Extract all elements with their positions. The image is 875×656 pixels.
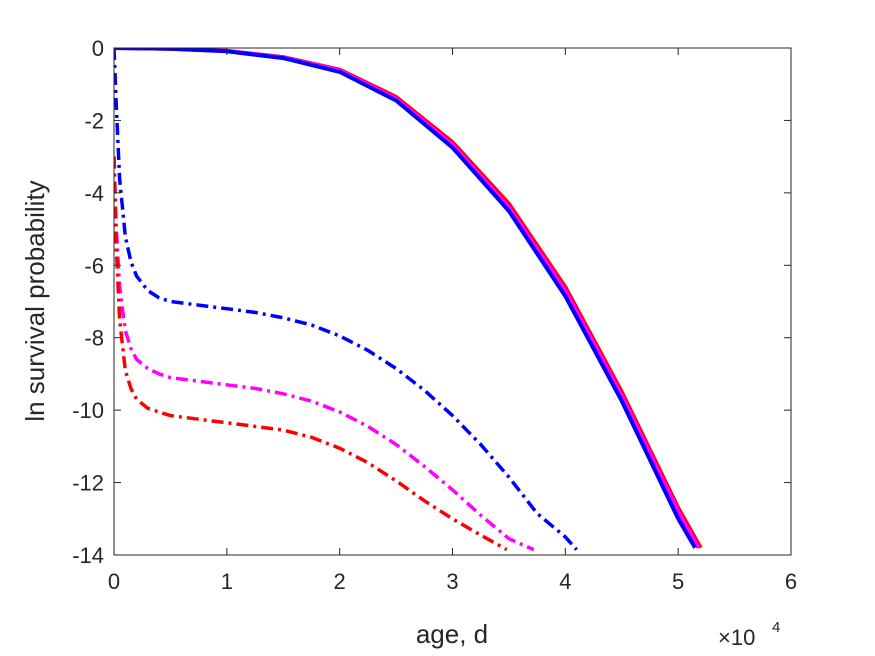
y-tick-label: 0 xyxy=(92,36,104,61)
series-line-5 xyxy=(114,156,535,552)
y-tick-label: -10 xyxy=(72,398,104,423)
x-tick-label: 0 xyxy=(108,569,120,594)
series-line-6 xyxy=(114,156,508,552)
series-line-4 xyxy=(114,48,578,551)
x-tick-label: 3 xyxy=(446,569,458,594)
x-exponent-power: 4 xyxy=(772,619,780,636)
x-tick-label: 1 xyxy=(221,569,233,594)
y-tick-label: -14 xyxy=(72,543,104,568)
y-axis-ticks: 0 -2 -4 -6 -8 -10 -12 -14 xyxy=(72,36,791,568)
x-tick-label: 4 xyxy=(559,569,571,594)
plot-area xyxy=(114,48,791,555)
series-line-3 xyxy=(114,48,697,549)
y-tick-label: -2 xyxy=(84,108,104,133)
y-axis-title: ln survival probability xyxy=(20,180,50,421)
x-exponent-base: ×10 xyxy=(718,625,755,650)
series-layer xyxy=(114,48,703,552)
x-axis-title: age, d xyxy=(416,619,488,649)
y-tick-label: -6 xyxy=(84,253,104,278)
x-tick-label: 5 xyxy=(672,569,684,594)
y-tick-label: -4 xyxy=(84,181,104,206)
y-tick-label: -8 xyxy=(84,326,104,351)
y-tick-label: -12 xyxy=(72,471,104,496)
x-tick-label: 2 xyxy=(334,569,346,594)
x-axis-ticks: 0 1 2 3 4 5 6 xyxy=(108,48,797,594)
x-tick-label: 6 xyxy=(785,569,797,594)
x-exponent-label: ×10 4 xyxy=(718,619,780,650)
